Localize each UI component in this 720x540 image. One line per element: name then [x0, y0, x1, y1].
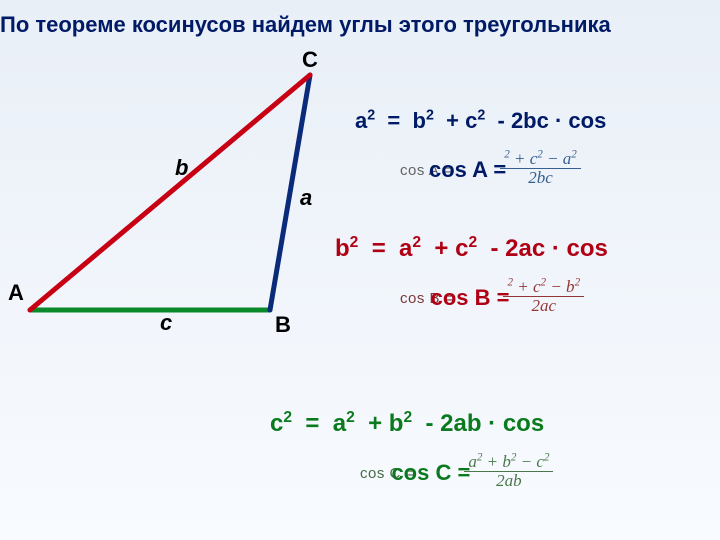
equation-1: a2 = b2 + c2 - 2bc · cos [355, 108, 606, 134]
side-label-a: a [300, 185, 312, 211]
equation-2: b2 = a2 + c2 - 2ac · cos [335, 235, 608, 263]
vertex-label-B: B [275, 312, 291, 338]
cos-fraction-2: 2 + c2 − b22ac [503, 278, 584, 315]
vertex-label-C: C [302, 47, 318, 73]
cos-big-label-1: cos A = [429, 157, 506, 182]
side-label-b: b [175, 155, 188, 181]
cos-fraction-3: a2 + b2 − c22ab [464, 453, 553, 490]
slide-canvas: По теореме косинусов найдем углы этого т… [0, 0, 720, 540]
cos-big-label-3: cos C = [391, 460, 470, 485]
cos-big-label-2: cos B = [431, 285, 510, 310]
vertex-label-A: A [8, 280, 24, 306]
cos-line-2: cos B = cos B =2 + c2 − b22ac [400, 280, 584, 317]
equation-3: c2 = a2 + b2 - 2ab · cos [270, 410, 544, 438]
cos-line-3: cos C = cos C =a2 + b2 − c22ab [360, 455, 553, 492]
slide-title: По теореме косинусов найдем углы этого т… [0, 12, 611, 38]
cos-line-1: cos A = cos A =2 + c2 − a22bc [400, 152, 581, 189]
side-b [30, 75, 310, 310]
cos-fraction-1: 2 + c2 − a22bc [500, 150, 581, 187]
side-label-c: c [160, 310, 172, 336]
